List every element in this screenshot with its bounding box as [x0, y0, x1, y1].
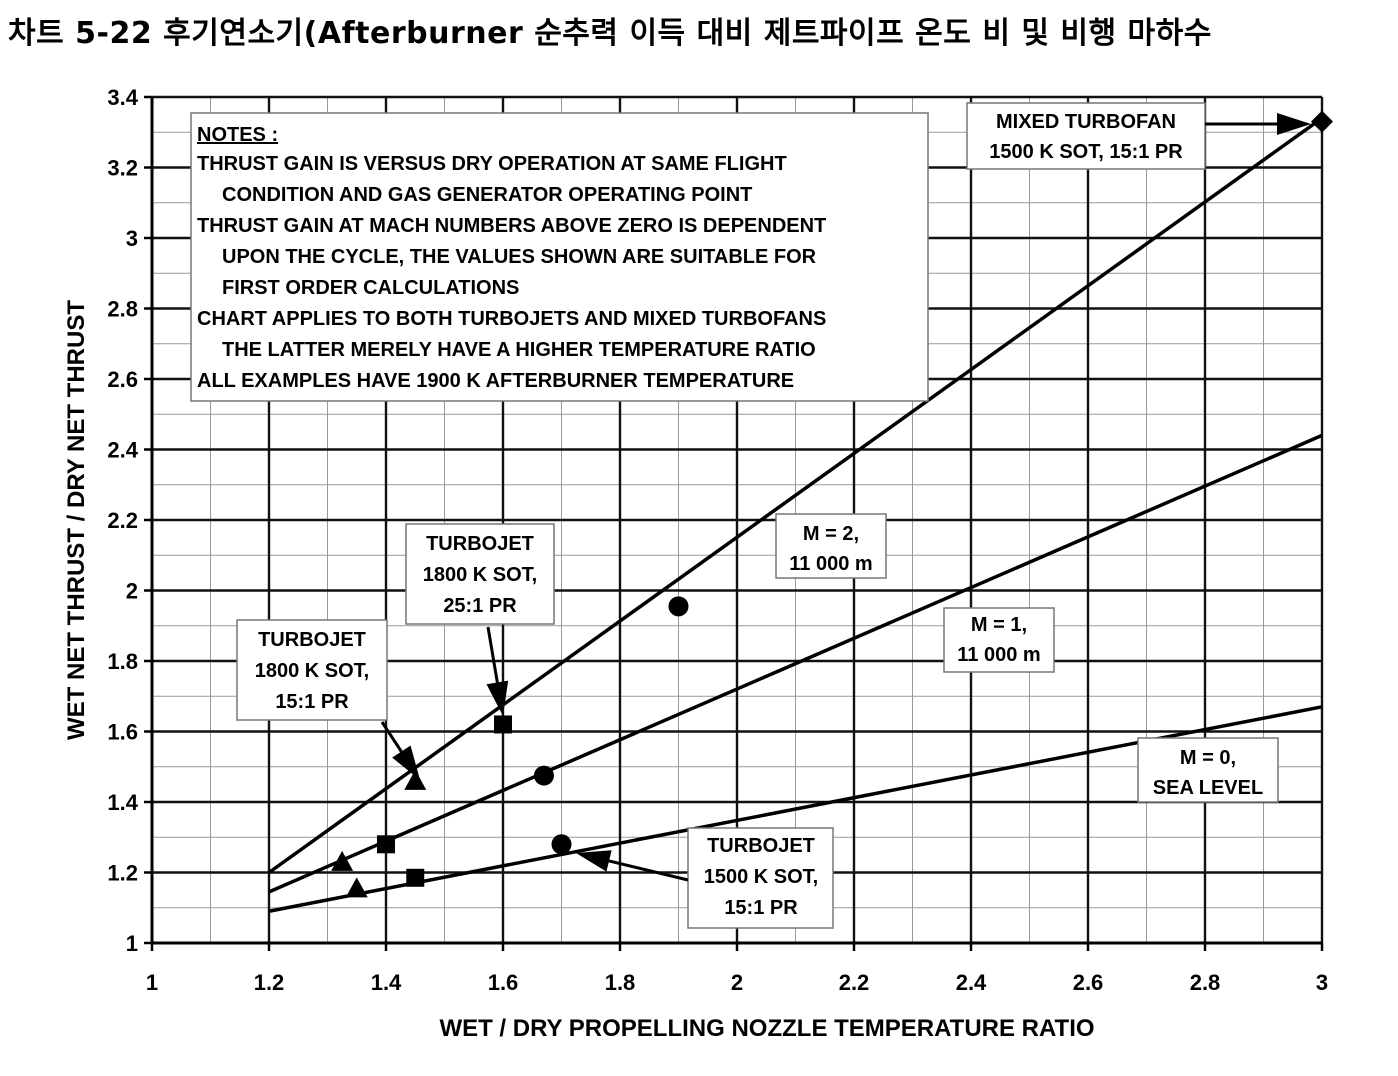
annotation-turbojet-1800-25-text: 25:1 PR — [443, 595, 517, 617]
series-line-2 — [268, 433, 1323, 894]
annotation-mixed-turbofan-text: 1500 K SOT, 15:1 PR — [989, 141, 1183, 163]
annotation-turbojet-1800-15 — [236, 619, 388, 721]
x-tick-label: 1.2 — [254, 970, 285, 995]
annotation-turbojet-1500-15 — [687, 827, 834, 929]
annotation-m0 — [1137, 737, 1279, 803]
x-tick-label: 1.4 — [371, 970, 402, 995]
notes-line: THRUST GAIN AT MACH NUMBERS ABOVE ZERO I… — [197, 215, 826, 237]
y-tick-label: 1.6 — [107, 720, 138, 745]
annotation-m1 — [943, 607, 1055, 673]
y-tick-label: 2.4 — [107, 438, 138, 463]
y-tick-label: 1 — [126, 931, 138, 956]
arrow-turbojet-1800-25 — [486, 626, 509, 716]
x-axis-label: WET / DRY PROPELLING NOZZLE TEMPERATURE … — [439, 1015, 1094, 1042]
y-tick-label: 2 — [126, 579, 138, 604]
notes-heading: NOTES : — [197, 124, 278, 146]
notes-line: UPON THE CYCLE, THE VALUES SHOWN ARE SUI… — [222, 246, 817, 268]
annotation-m1-text: 11 000 m — [957, 644, 1040, 666]
annotation-turbojet-1800-25 — [405, 523, 555, 625]
x-tick-label: 2.6 — [1073, 970, 1104, 995]
annotation-turbojet-1500-15-text: TURBOJET — [707, 835, 815, 857]
x-tick-label: 2.2 — [839, 970, 870, 995]
marker-triangle-4 — [404, 769, 427, 790]
annotation-m1-text: M = 1, — [971, 614, 1027, 636]
annotation-turbojet-1800-25-text: TURBOJET — [426, 533, 534, 555]
marker-circle-5 — [533, 765, 554, 786]
arrow-head — [392, 745, 420, 780]
y-tick-label: 2.6 — [107, 367, 138, 392]
notes-line: CHART APPLIES TO BOTH TURBOJETS AND MIXE… — [197, 308, 826, 330]
marker-square-3 — [494, 715, 512, 734]
arrow-head — [1277, 113, 1311, 135]
arrow-shaft — [486, 626, 499, 683]
annotation-turbojet-1500-15-text: 15:1 PR — [724, 897, 798, 919]
x-tick-label: 1 — [146, 970, 158, 995]
y-tick-label: 2.2 — [107, 508, 138, 533]
y-tick-label: 1.4 — [107, 790, 138, 815]
y-tick-label: 2.8 — [107, 297, 138, 322]
annotation-m2-text: 11 000 m — [789, 553, 872, 575]
marker-triangle-10 — [345, 877, 368, 898]
marker-triangle-7 — [331, 850, 354, 871]
arrow-head — [576, 850, 612, 872]
arrow-turbojet-1500-15 — [576, 850, 689, 882]
annotation-turbojet-1800-15-text: 15:1 PR — [275, 691, 349, 713]
annotation-m2-text: M = 2, — [803, 523, 859, 545]
arrow-shaft — [608, 859, 689, 882]
annotation-m0-text: SEA LEVEL — [1153, 777, 1263, 799]
annotation-mixed-turbofan-text: MIXED TURBOFAN — [996, 111, 1176, 133]
page-title: 차트 5-22 후기연소기(Afterburner 순추력 이득 대비 제트파이… — [8, 16, 1212, 51]
y-tick-label: 3.2 — [107, 156, 138, 181]
notes-line: THRUST GAIN IS VERSUS DRY OPERATION AT S… — [197, 153, 787, 175]
arrow-shaft — [380, 721, 403, 753]
y-tick-label: 3 — [126, 226, 138, 251]
x-tick-label: 2 — [731, 970, 743, 995]
x-tick-label: 2.8 — [1190, 970, 1221, 995]
arrow-mixed-turbofan — [1205, 113, 1311, 135]
y-tick-label: 1.2 — [107, 861, 138, 886]
series-line-1 — [267, 116, 1324, 874]
marker-circle-8 — [551, 834, 572, 855]
arrow-turbojet-1800-15 — [380, 721, 420, 780]
annotation-turbojet-1800-15-text: TURBOJET — [258, 629, 366, 651]
y-tick-label: 3.4 — [107, 85, 138, 110]
annotation-turbojet-1800-25-text: 1800 K SOT, — [423, 564, 538, 586]
annotation-m0-text: M = 0, — [1180, 747, 1236, 769]
notes-line: ALL EXAMPLES HAVE 1900 K AFTERBURNER TEM… — [197, 370, 794, 392]
notes-line: CONDITION AND GAS GENERATOR OPERATING PO… — [222, 184, 752, 206]
annotation-turbojet-1500-15-text: 1500 K SOT, — [704, 866, 819, 888]
marker-square-6 — [377, 835, 395, 854]
y-tick-label: 1.8 — [107, 649, 138, 674]
notes-box — [190, 112, 929, 402]
notes-line: FIRST ORDER CALCULATIONS — [222, 277, 519, 299]
arrow-head — [486, 680, 509, 716]
annotation-m2 — [775, 513, 887, 579]
x-tick-label: 1.8 — [605, 970, 636, 995]
x-tick-label: 2.4 — [956, 970, 987, 995]
marker-diamond-1 — [1311, 110, 1333, 133]
marker-square-9 — [406, 868, 425, 887]
x-tick-label: 3 — [1316, 970, 1328, 995]
marker-circle-2 — [668, 596, 689, 617]
annotation-mixed-turbofan — [966, 102, 1206, 170]
y-axis-label: WET NET THRUST / DRY NET THRUST — [63, 300, 90, 740]
notes-line: THE LATTER MERELY HAVE A HIGHER TEMPERAT… — [222, 339, 816, 361]
x-tick-label: 1.6 — [488, 970, 519, 995]
annotation-turbojet-1800-15-text: 1800 K SOT, — [255, 660, 370, 682]
